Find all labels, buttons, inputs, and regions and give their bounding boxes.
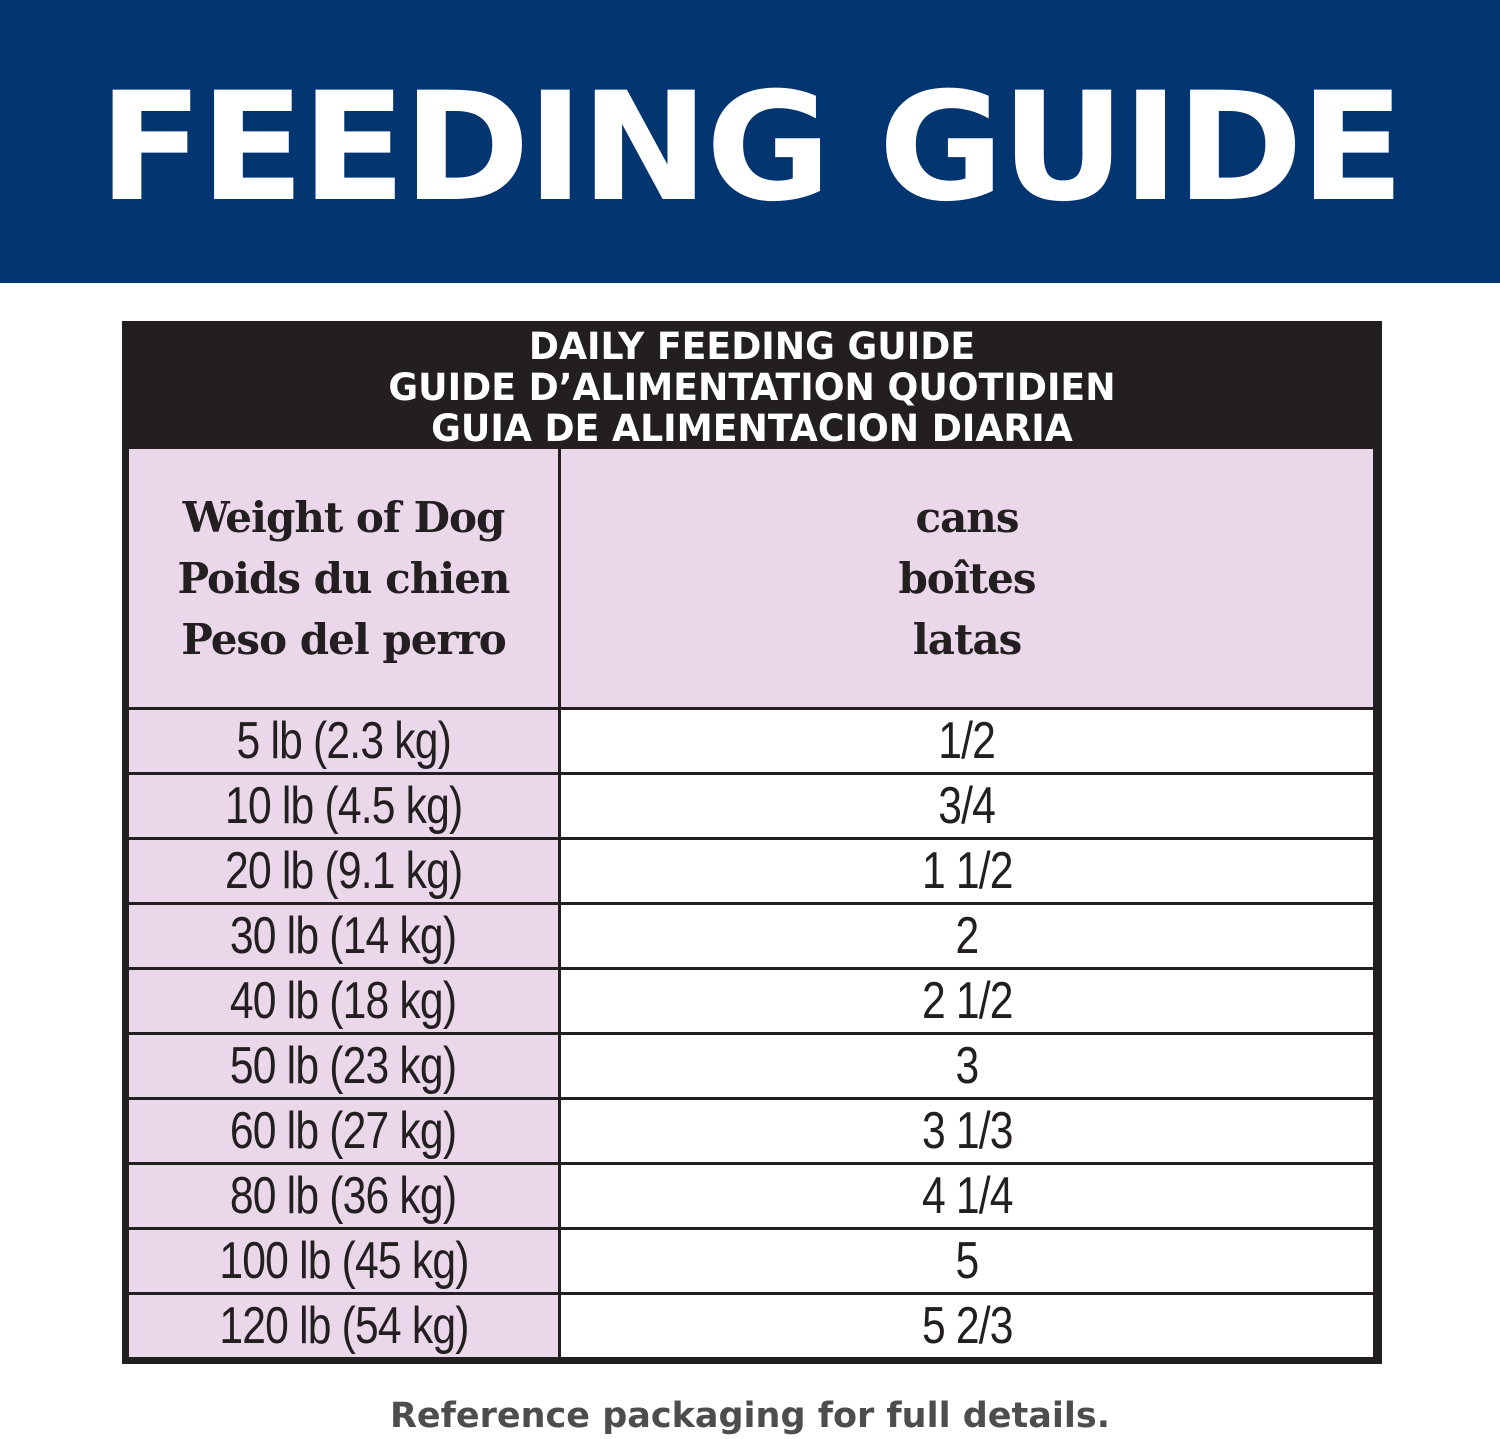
cans-header-english: cans bbox=[915, 492, 1020, 542]
table-row: 100 lb (45 kg) 5 bbox=[129, 1230, 1373, 1292]
cans-value: 2 1/2 bbox=[921, 972, 1014, 1030]
weight-value: 20 lb (9.1 kg) bbox=[224, 842, 463, 900]
cans-value: 3 1/3 bbox=[921, 1102, 1014, 1160]
weight-header-spanish: Peso del perro bbox=[181, 614, 506, 664]
weight-cell: 5 lb (2.3 kg) bbox=[129, 710, 558, 772]
weight-cell: 30 lb (14 kg) bbox=[129, 905, 558, 967]
table-row: 50 lb (23 kg) 3 bbox=[129, 1035, 1373, 1097]
weight-cell: 80 lb (36 kg) bbox=[129, 1165, 558, 1227]
cans-cell: 2 bbox=[561, 905, 1373, 967]
table-row: 120 lb (54 kg) 5 2/3 bbox=[129, 1295, 1373, 1357]
weight-value: 120 lb (54 kg) bbox=[218, 1297, 469, 1355]
weight-cell: 100 lb (45 kg) bbox=[129, 1230, 558, 1292]
cans-value: 4 1/4 bbox=[921, 1167, 1014, 1225]
column-header-row: Weight of Dog Poids du chien Peso del pe… bbox=[129, 449, 1373, 707]
weight-cell: 60 lb (27 kg) bbox=[129, 1100, 558, 1162]
table-title-english: DAILY FEEDING GUIDE bbox=[528, 325, 976, 368]
cans-header-spanish: latas bbox=[912, 614, 1022, 664]
table-row: 5 lb (2.3 kg) 1/2 bbox=[129, 710, 1373, 772]
table-row: 60 lb (27 kg) 3 1/3 bbox=[129, 1100, 1373, 1162]
weight-value: 10 lb (4.5 kg) bbox=[224, 777, 463, 835]
weight-column-header: Weight of Dog Poids du chien Peso del pe… bbox=[129, 449, 558, 707]
table-row: 30 lb (14 kg) 2 bbox=[129, 905, 1373, 967]
cans-cell: 5 2/3 bbox=[561, 1295, 1373, 1357]
table-grid: Weight of Dog Poids du chien Peso del pe… bbox=[129, 449, 1373, 1360]
table-title: DAILY FEEDING GUIDE GUIDE D’ALIMENTATION… bbox=[122, 321, 1382, 450]
weight-cell: 40 lb (18 kg) bbox=[129, 970, 558, 1032]
weight-value: 40 lb (18 kg) bbox=[230, 972, 457, 1030]
cans-cell: 4 1/4 bbox=[561, 1165, 1373, 1227]
weight-header-english: Weight of Dog bbox=[182, 492, 506, 542]
cans-value: 1/2 bbox=[938, 712, 997, 770]
table-title-spanish: GUIA DE ALIMENTACION DIARIA bbox=[431, 407, 1073, 450]
table-row: 80 lb (36 kg) 4 1/4 bbox=[129, 1165, 1373, 1227]
weight-cell: 50 lb (23 kg) bbox=[129, 1035, 558, 1097]
cans-column-header: cans boîtes latas bbox=[561, 449, 1373, 707]
weight-cell: 20 lb (9.1 kg) bbox=[129, 840, 558, 902]
footer-note: Reference packaging for full details. bbox=[389, 1396, 1111, 1436]
page-title: FEEDING GUIDE bbox=[98, 61, 1405, 235]
weight-value: 100 lb (45 kg) bbox=[218, 1232, 469, 1290]
weight-header-french: Poids du chien bbox=[177, 553, 511, 603]
cans-cell: 3 1/3 bbox=[561, 1100, 1373, 1162]
table-row: 20 lb (9.1 kg) 1 1/2 bbox=[129, 840, 1373, 902]
weight-value: 30 lb (14 kg) bbox=[230, 907, 457, 965]
weight-value: 5 lb (2.3 kg) bbox=[236, 712, 451, 770]
weight-value: 80 lb (36 kg) bbox=[230, 1167, 457, 1225]
weight-value: 60 lb (27 kg) bbox=[230, 1102, 457, 1160]
cans-cell: 3 bbox=[561, 1035, 1373, 1097]
cans-value: 3 bbox=[955, 1037, 980, 1095]
feeding-table: DAILY FEEDING GUIDE GUIDE D’ALIMENTATION… bbox=[122, 321, 1382, 1364]
cans-header-french: boîtes bbox=[898, 553, 1036, 603]
cans-cell: 1 1/2 bbox=[561, 840, 1373, 902]
table-row: 10 lb (4.5 kg) 3/4 bbox=[129, 775, 1373, 837]
weight-cell: 120 lb (54 kg) bbox=[129, 1295, 558, 1357]
cans-cell: 1/2 bbox=[561, 710, 1373, 772]
cans-value: 5 bbox=[955, 1232, 980, 1290]
title-banner: FEEDING GUIDE bbox=[0, 0, 1500, 283]
cans-value: 5 2/3 bbox=[921, 1297, 1014, 1355]
cans-value: 3/4 bbox=[938, 777, 997, 835]
cans-cell: 5 bbox=[561, 1230, 1373, 1292]
cans-cell: 3/4 bbox=[561, 775, 1373, 837]
cans-value: 2 bbox=[955, 907, 980, 965]
cans-value: 1 1/2 bbox=[921, 842, 1014, 900]
weight-value: 50 lb (23 kg) bbox=[230, 1037, 457, 1095]
cans-cell: 2 1/2 bbox=[561, 970, 1373, 1032]
table-title-french: GUIDE D’ALIMENTATION QUOTIDIEN bbox=[388, 366, 1116, 409]
table-row: 40 lb (18 kg) 2 1/2 bbox=[129, 970, 1373, 1032]
weight-cell: 10 lb (4.5 kg) bbox=[129, 775, 558, 837]
